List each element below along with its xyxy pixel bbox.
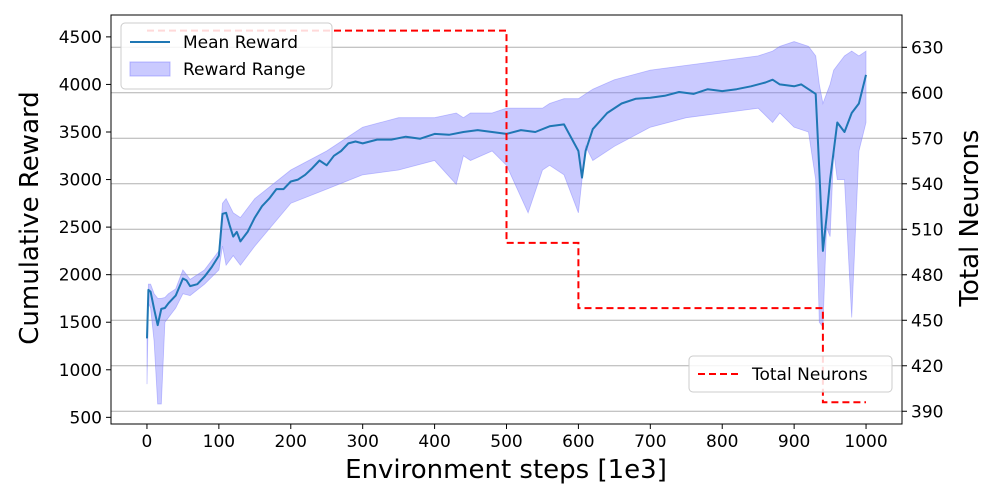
x-axis-ticks: 0 100 200 300 400 500 600 700 800 900 1000 bbox=[142, 424, 888, 452]
legend-top-left-box bbox=[120, 22, 333, 90]
y2-tick-label: 570 bbox=[911, 129, 943, 149]
legend-bottom-right-box bbox=[688, 355, 893, 393]
total-neurons-line bbox=[147, 29, 866, 404]
y-axis-left-ticks: 500 1000 1500 2000 2500 3000 3500 4000 4500 bbox=[59, 28, 111, 428]
y-tick-label: 4500 bbox=[59, 28, 102, 48]
y-axis-right-ticks: 390 420 450 480 510 540 570 600 630 bbox=[902, 38, 943, 422]
x-tick-label: 800 bbox=[706, 432, 738, 452]
x-tick-label: 700 bbox=[634, 432, 666, 452]
y-axis-left-title: Cumulative Reward bbox=[15, 91, 45, 345]
y2-tick-label: 510 bbox=[911, 220, 943, 240]
y-tick-label: 2000 bbox=[59, 266, 102, 286]
x-tick-label: 300 bbox=[346, 432, 378, 452]
y2-tick-label: 480 bbox=[911, 266, 943, 286]
y2-tick-label: 420 bbox=[911, 357, 943, 377]
y-tick-label: 1500 bbox=[59, 313, 102, 333]
mean-reward-line-layer bbox=[146, 74, 867, 339]
x-tick-label: 600 bbox=[562, 432, 594, 452]
y2-tick-label: 600 bbox=[911, 84, 943, 104]
y-tick-label: 4000 bbox=[59, 75, 102, 95]
y2-tick-label: 390 bbox=[911, 402, 943, 422]
y-axis-right-title: Total Neurons bbox=[955, 130, 985, 308]
y2-tick-label: 450 bbox=[911, 311, 943, 331]
y-tick-label: 1000 bbox=[59, 361, 102, 381]
legend-total-neurons-label: Total Neurons bbox=[751, 365, 868, 385]
y2-tick-label: 630 bbox=[911, 38, 943, 58]
x-tick-label: 200 bbox=[275, 432, 307, 452]
x-tick-label: 400 bbox=[418, 432, 450, 452]
total-neurons-line-layer bbox=[147, 29, 866, 404]
y-tick-label: 3500 bbox=[59, 123, 102, 143]
legend-reward-range-label: Reward Range bbox=[183, 60, 306, 80]
x-axis-title: Environment steps [1e3] bbox=[345, 455, 667, 485]
mean-reward-line bbox=[146, 74, 867, 339]
y-tick-label: 3000 bbox=[59, 171, 102, 191]
legend-top-left: Mean Reward Reward Range bbox=[120, 22, 333, 90]
x-tick-label: 0 bbox=[142, 432, 153, 452]
legend-bottom-right: Total Neurons bbox=[688, 355, 893, 393]
x-tick-label: 1000 bbox=[844, 432, 887, 452]
legend-mean-reward-label: Mean Reward bbox=[183, 33, 298, 53]
x-tick-label: 100 bbox=[203, 432, 235, 452]
y-tick-label: 2500 bbox=[59, 218, 102, 238]
x-tick-label: 500 bbox=[490, 432, 522, 452]
y-tick-label: 500 bbox=[70, 408, 102, 428]
y2-tick-label: 540 bbox=[911, 175, 943, 195]
legend-reward-range-swatch bbox=[129, 61, 171, 77]
x-tick-label: 900 bbox=[778, 432, 810, 452]
